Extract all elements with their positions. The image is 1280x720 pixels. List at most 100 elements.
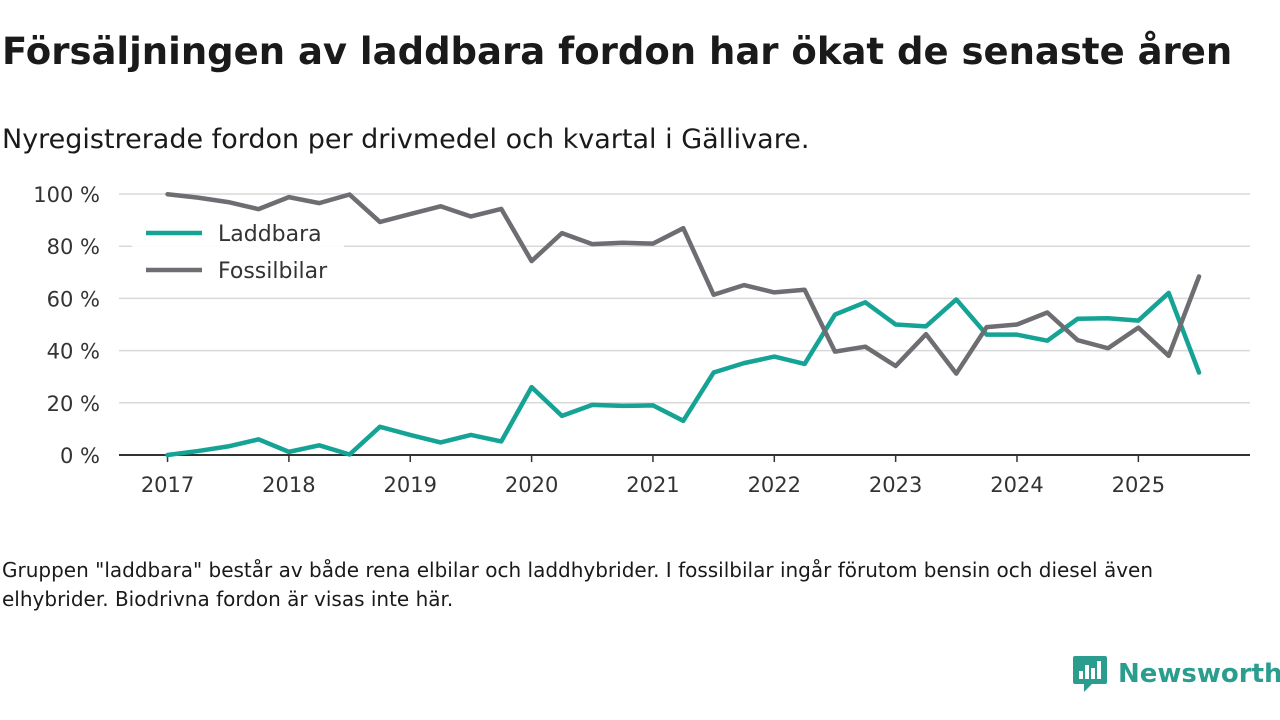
data-point-laddbara <box>1197 370 1202 375</box>
data-point-laddbara <box>620 403 625 408</box>
x-axis <box>119 454 1250 462</box>
data-point-fossilbilar <box>1197 274 1202 279</box>
data-point-fossilbilar <box>1136 325 1141 330</box>
brand-name: Newsworthy <box>1118 659 1280 689</box>
chart-subtitle: Nyregistrerade fordon per drivmedel och … <box>2 124 810 155</box>
data-point-laddbara <box>923 324 928 329</box>
data-point-fossilbilar <box>438 204 443 209</box>
legend-label-fossilbilar: Fossilbilar <box>218 259 328 284</box>
x-axis-tick-labels: 2017 2018 2019 2020 2021 2022 2023 2024 2025 <box>141 473 1165 497</box>
x-tick-label: 2018 <box>262 473 315 497</box>
data-point-fossilbilar <box>286 195 291 200</box>
x-tick-label: 2019 <box>384 473 437 497</box>
data-point-fossilbilar <box>923 332 928 337</box>
data-point-fossilbilar <box>984 325 989 330</box>
y-axis-tick-labels: 0 % 20 % 40 % 60 % 80 % 100 % <box>33 183 100 468</box>
data-point-laddbara <box>711 370 716 375</box>
data-point-laddbara <box>1136 318 1141 323</box>
x-tick-label: 2025 <box>1112 473 1165 497</box>
data-point-laddbara <box>1106 316 1111 321</box>
x-tick-label: 2021 <box>626 473 679 497</box>
data-point-fossilbilar <box>893 364 898 369</box>
data-point-laddbara <box>529 385 534 390</box>
data-point-fossilbilar <box>408 212 413 217</box>
data-point-fossilbilar <box>1106 346 1111 351</box>
data-point-fossilbilar <box>711 292 716 297</box>
newsworthy-bar-chart-icon <box>1073 656 1107 692</box>
data-point-fossilbilar <box>650 241 655 246</box>
data-point-laddbara <box>377 424 382 429</box>
data-point-laddbara <box>893 322 898 327</box>
data-point-laddbara <box>317 443 322 448</box>
data-point-laddbara <box>1045 338 1050 343</box>
data-point-fossilbilar <box>256 207 261 212</box>
data-point-fossilbilar <box>802 287 807 292</box>
series-line-laddbara <box>165 290 1202 458</box>
series-line-fossilbilar <box>165 192 1202 376</box>
data-point-fossilbilar <box>347 192 352 197</box>
data-point-fossilbilar <box>620 240 625 245</box>
data-series <box>165 192 1202 458</box>
data-point-laddbara <box>802 361 807 366</box>
data-point-laddbara <box>650 403 655 408</box>
data-point-fossilbilar <box>1075 338 1080 343</box>
y-tick-label: 20 % <box>47 392 100 416</box>
x-tick-label: 2022 <box>748 473 801 497</box>
x-tick-label: 2024 <box>990 473 1043 497</box>
data-point-laddbara <box>559 413 564 418</box>
y-tick-label: 0 % <box>60 444 100 468</box>
legend: Laddbara Fossilbilar <box>132 213 344 289</box>
data-point-fossilbilar <box>832 349 837 354</box>
data-point-fossilbilar <box>1045 310 1050 315</box>
data-point-fossilbilar <box>195 195 200 200</box>
data-point-fossilbilar <box>468 214 473 219</box>
data-point-laddbara <box>226 444 231 449</box>
data-point-laddbara <box>165 453 170 458</box>
data-point-laddbara <box>195 449 200 454</box>
data-point-laddbara <box>256 437 261 442</box>
y-tick-label: 60 % <box>47 287 100 311</box>
legend-label-laddbara: Laddbara <box>218 222 322 247</box>
data-point-fossilbilar <box>165 192 170 197</box>
x-tick-label: 2017 <box>141 473 194 497</box>
data-point-fossilbilar <box>590 242 595 247</box>
data-point-fossilbilar <box>863 344 868 349</box>
data-point-fossilbilar <box>529 259 534 264</box>
data-point-laddbara <box>468 432 473 437</box>
legend-background <box>132 213 344 289</box>
data-point-fossilbilar <box>559 231 564 236</box>
y-tick-label: 80 % <box>47 235 100 259</box>
data-point-laddbara <box>1075 316 1080 321</box>
data-point-laddbara <box>863 300 868 305</box>
chart-title: Försäljningen av laddbara fordon har öka… <box>2 30 1233 73</box>
data-point-laddbara <box>499 439 504 444</box>
line-chart: 0 % 20 % 40 % 60 % 80 % 100 % 2017 2018 2019 202… <box>33 183 1250 497</box>
data-point-laddbara <box>286 449 291 454</box>
data-point-laddbara <box>1015 332 1020 337</box>
y-tick-label: 40 % <box>47 340 100 364</box>
data-point-fossilbilar <box>954 371 959 376</box>
data-point-fossilbilar <box>377 219 382 224</box>
data-point-fossilbilar <box>226 200 231 205</box>
data-point-laddbara <box>408 432 413 437</box>
data-point-fossilbilar <box>317 201 322 206</box>
x-tick-label: 2023 <box>869 473 922 497</box>
data-point-fossilbilar <box>681 226 686 231</box>
data-point-fossilbilar <box>1015 322 1020 327</box>
data-point-laddbara <box>772 354 777 359</box>
x-tick-label: 2020 <box>505 473 558 497</box>
data-point-fossilbilar <box>772 290 777 295</box>
footnote: Gruppen "laddbara" består av både rena e… <box>2 558 1154 611</box>
data-point-fossilbilar <box>741 283 746 288</box>
data-point-laddbara <box>347 452 352 457</box>
series-points-laddbara <box>165 290 1201 457</box>
newsworthy-logo: Newsworthy <box>1072 654 1280 694</box>
data-point-laddbara <box>590 402 595 407</box>
data-point-laddbara <box>832 312 837 317</box>
data-point-fossilbilar <box>1166 353 1171 358</box>
data-point-laddbara <box>741 361 746 366</box>
data-point-laddbara <box>954 297 959 302</box>
y-tick-label: 100 % <box>33 183 100 207</box>
data-point-laddbara <box>1166 290 1171 295</box>
data-point-laddbara <box>681 418 686 423</box>
